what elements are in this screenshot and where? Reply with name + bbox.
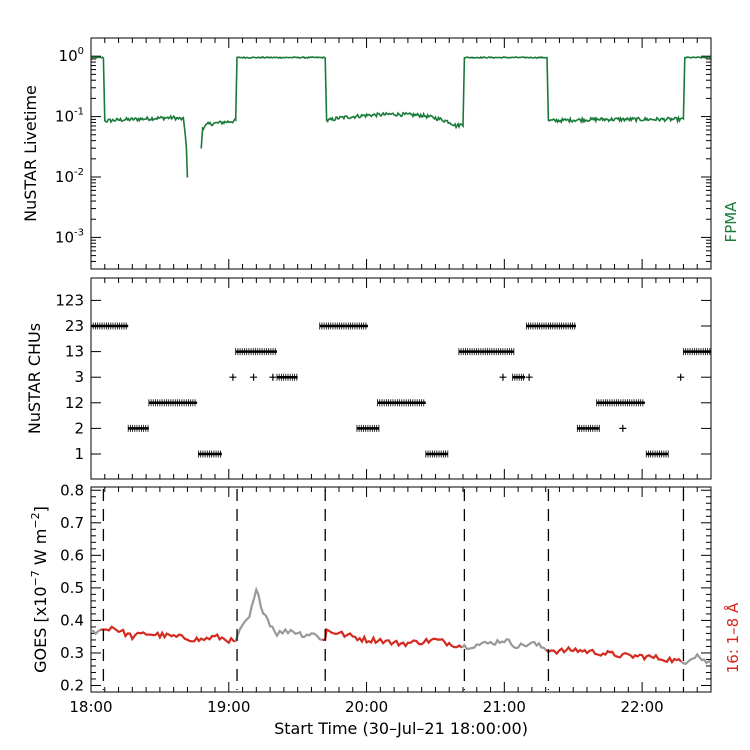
tick-label-y: 10-2 xyxy=(55,167,84,186)
tick-label-y: 3 xyxy=(74,368,84,386)
tick-label-y: 12 xyxy=(65,394,84,412)
goes-line-active xyxy=(545,645,682,665)
chu-point-isolated xyxy=(619,424,627,432)
tick-label-y: 1 xyxy=(74,445,84,463)
chu-point-isolated xyxy=(525,373,533,381)
panel-frame-livetime xyxy=(90,37,712,270)
y-axis-label: GOES [x10−7 W m−2] xyxy=(29,506,50,673)
panel-goes: 0.2 0.3 0.4 0.5 0.6 0.7 0.8 18:00 19:00 20:00 21:0… xyxy=(29,481,742,738)
tick-label-y: 13 xyxy=(65,343,84,361)
goes-line-inactive xyxy=(680,652,712,666)
tick-label-x: 21:00 xyxy=(483,698,526,716)
goes-line-inactive xyxy=(234,586,323,642)
tick-label-y: 23 xyxy=(65,317,84,335)
goes-line-inactive xyxy=(461,638,547,651)
goes-line-active xyxy=(322,627,463,649)
tick-label-y: 2 xyxy=(74,419,84,437)
chu-point-isolated xyxy=(229,373,237,381)
tick-label-y: 0.3 xyxy=(60,644,84,662)
panel-frame-chus xyxy=(90,277,712,480)
tick-label-y: 0.2 xyxy=(60,676,84,694)
tick-label-x: 22:00 xyxy=(620,698,663,716)
goes-line-inactive xyxy=(90,628,102,636)
tick-label-y: 0.7 xyxy=(60,514,84,532)
panel-frame-goes xyxy=(90,486,712,693)
tick-label-y: 100 xyxy=(59,46,84,65)
tick-label-y: 0.8 xyxy=(60,481,84,499)
series-fpma-line xyxy=(90,55,712,179)
chu-point-isolated xyxy=(269,373,277,381)
legend-goes: 16: 1–8 Å xyxy=(723,602,742,673)
chu-point-isolated xyxy=(250,373,258,381)
tick-label-y: 0.6 xyxy=(60,546,84,564)
goes-line-active xyxy=(100,625,237,645)
panel-livetime: 100 10-1 10-2 10-3 NuSTAR Livetime FPMA xyxy=(21,37,740,270)
tick-label-x: 18:00 xyxy=(69,698,112,716)
chu-point-isolated xyxy=(677,373,685,381)
tick-label-y: 10-1 xyxy=(55,107,84,126)
legend-fpma: FPMA xyxy=(722,201,740,243)
tick-label-y: 123 xyxy=(55,291,84,309)
y-axis-label: NuSTAR Livetime xyxy=(21,85,40,222)
chu-point-isolated xyxy=(499,373,507,381)
tick-label-x: 19:00 xyxy=(207,698,250,716)
y-axis-label: NuSTAR CHUs xyxy=(25,323,44,434)
x-axis-label: Start Time (30–Jul–21 18:00:00) xyxy=(274,719,528,738)
tick-label-y: 0.5 xyxy=(60,579,84,597)
tick-label-y: 10-3 xyxy=(55,227,84,246)
tick-label-y: 0.4 xyxy=(60,611,84,629)
tick-label-x: 20:00 xyxy=(345,698,388,716)
